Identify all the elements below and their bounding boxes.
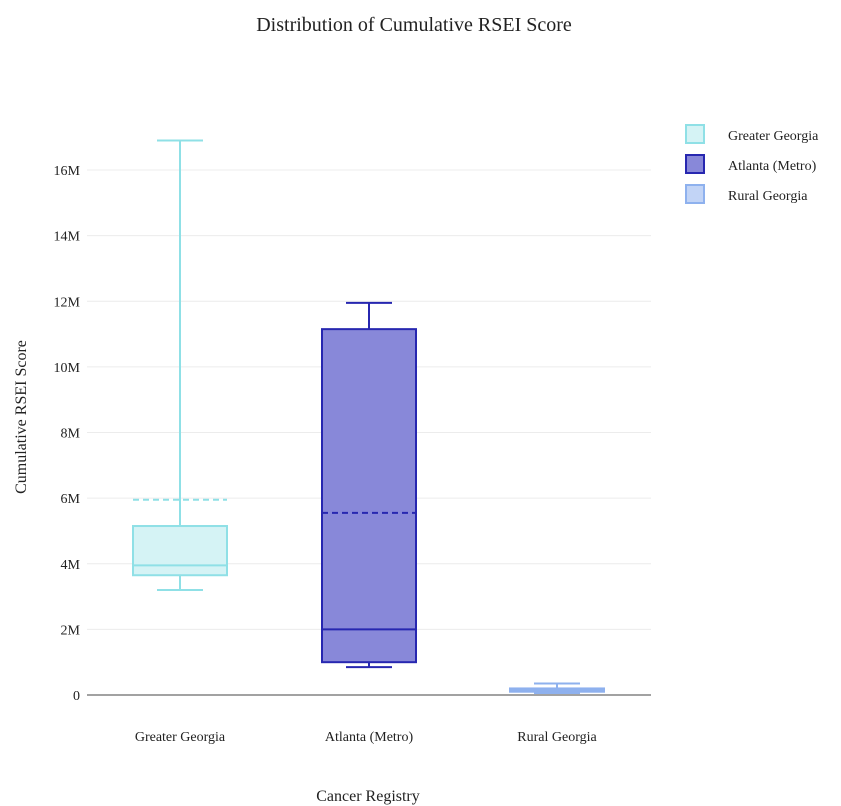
- iqr-box: [132, 525, 228, 577]
- y-tick-label: 8M: [61, 427, 81, 442]
- y-axis-title: Cumulative RSEI Score: [13, 340, 30, 494]
- box-group: [132, 139, 228, 591]
- box-group: [509, 682, 605, 695]
- legend-label: Rural Georgia: [728, 189, 808, 204]
- y-tick-label: 0: [73, 689, 80, 704]
- y-axis-ticks: 0 2M 4M 6M 8M 10M 12M 14M 16M: [54, 164, 81, 704]
- y-tick-label: 6M: [61, 492, 81, 507]
- y-tick-label: 10M: [54, 361, 81, 376]
- x-axis-ticks: Greater Georgia Atlanta (Metro) Rural Geor…: [135, 730, 598, 745]
- y-tick-label: 2M: [61, 623, 81, 638]
- x-tick-label: Atlanta (Metro): [325, 730, 414, 745]
- iqr-box: [321, 328, 417, 664]
- y-tick-label: 12M: [54, 295, 81, 310]
- x-tick-label: Rural Georgia: [517, 730, 597, 745]
- box-series: [132, 139, 605, 695]
- chart-title: Distribution of Cumulative RSEI Score: [256, 14, 572, 36]
- y-tick-label: 14M: [54, 230, 81, 245]
- legend-swatch: [685, 124, 705, 144]
- legend-swatch: [685, 154, 705, 174]
- legend-label: Atlanta (Metro): [728, 159, 817, 174]
- x-tick-label: Greater Georgia: [135, 730, 226, 745]
- y-tick-label: 4M: [61, 558, 81, 573]
- x-axis-title: Cancer Registry: [316, 788, 420, 805]
- legend-swatch: [685, 184, 705, 204]
- box-group: [321, 301, 417, 669]
- legend-label: Greater Georgia: [728, 129, 819, 144]
- legend: Greater Georgia Atlanta (Metro) Rural Geor…: [685, 124, 819, 204]
- y-tick-label: 16M: [54, 164, 81, 179]
